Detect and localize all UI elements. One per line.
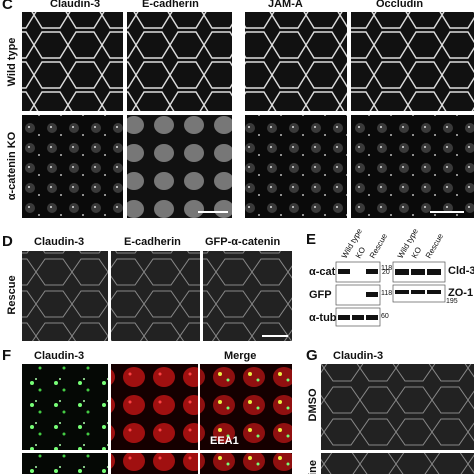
row-label: α-catenin KO: [6, 131, 18, 200]
blot-label: GFP: [309, 289, 332, 301]
column-header: E-cadherin: [124, 236, 181, 248]
row-label: Rescue: [6, 275, 18, 314]
micrographs: [321, 364, 474, 474]
row-label: cine: [307, 460, 319, 474]
marker: 118: [381, 290, 392, 297]
marker: 60: [381, 313, 389, 320]
marker: 195: [446, 298, 458, 305]
micrographs: [22, 12, 474, 218]
column-header: Merge: [224, 350, 256, 362]
column-header: JAM-A: [268, 0, 303, 10]
lane-label: KO: [410, 246, 424, 261]
panel-label: C: [2, 0, 13, 13]
column-header: Claudin-3: [34, 350, 84, 362]
blot-label: α-tub: [309, 312, 337, 324]
lane-label: KO: [354, 246, 368, 261]
column-header: Claudin-3: [50, 0, 100, 10]
inset-label: EEA1: [210, 435, 239, 447]
lane-label: Rescue: [424, 232, 446, 260]
panel-label: F: [2, 347, 11, 364]
panel-label: G: [306, 347, 318, 364]
column-header: Claudin-3: [333, 350, 383, 362]
marker: 118: [381, 265, 392, 272]
column-header: GFP-α-catenin: [205, 236, 280, 248]
column-header: Occludin: [376, 0, 423, 10]
panel-label: D: [2, 233, 13, 250]
blots: [335, 261, 446, 327]
row-label: Wild type: [6, 38, 18, 87]
marker: 20: [382, 269, 390, 276]
lane-label: Rescue: [368, 232, 390, 260]
blot-label: Cld-3: [448, 265, 474, 277]
column-header: Claudin-3: [34, 236, 84, 248]
blot-label: α-cat: [309, 266, 336, 278]
column-header: E-cadherin: [142, 0, 199, 10]
micrographs: [22, 251, 292, 341]
panel-label: E: [306, 231, 316, 248]
blot-label: ZO-1: [448, 287, 473, 299]
bands: [338, 269, 441, 320]
micrographs: [22, 364, 292, 474]
row-label: DMSO: [307, 388, 319, 421]
